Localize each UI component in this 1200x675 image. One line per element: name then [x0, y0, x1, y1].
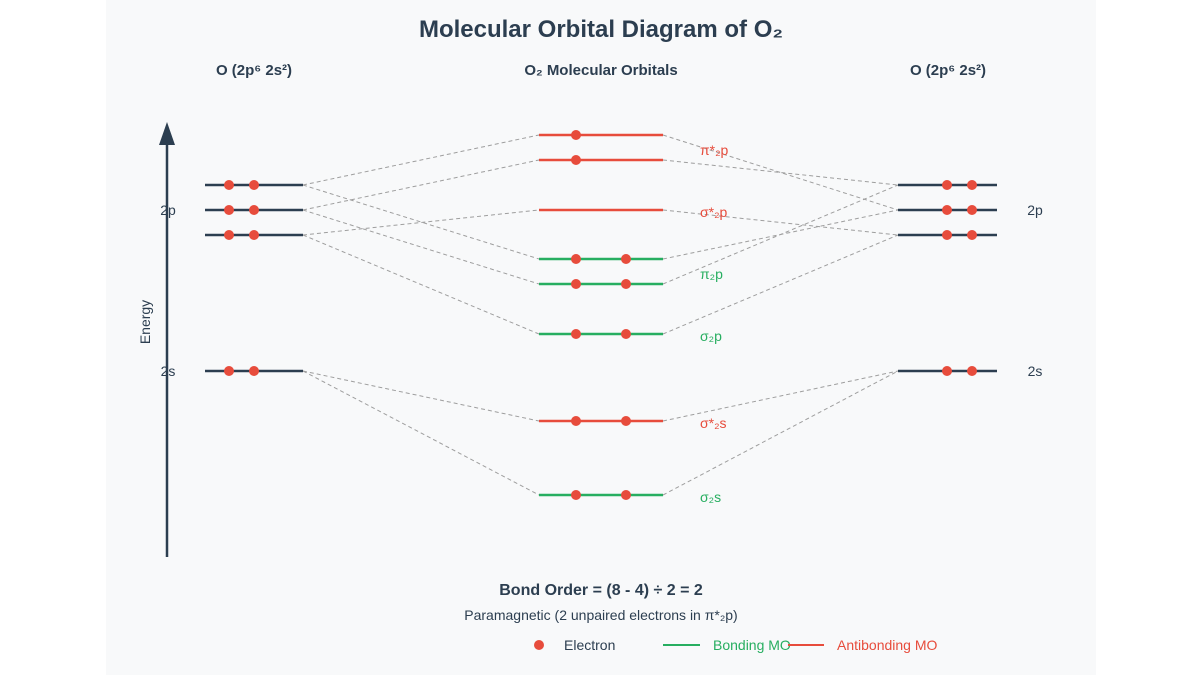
legend-antibonding: Antibonding MO: [837, 637, 938, 653]
connector-line: [662, 209, 899, 236]
electron: [621, 416, 631, 426]
legend-electron: Electron: [564, 637, 615, 653]
electron: [621, 254, 631, 264]
diagram-title: Molecular Orbital Diagram of O₂: [419, 16, 783, 43]
electron: [942, 205, 952, 215]
electron: [621, 279, 631, 289]
electron: [571, 254, 581, 264]
left-2s-label: 2s: [161, 363, 176, 379]
mo-label: π₂p: [700, 266, 723, 282]
right-atom-header: O (2p⁶ 2s²): [910, 62, 986, 79]
connector-line: [302, 370, 540, 496]
mo-header: O₂ Molecular Orbitals: [524, 62, 677, 79]
electron: [224, 180, 234, 190]
electron: [571, 329, 581, 339]
electron: [571, 130, 581, 140]
mo-label: π*₂p: [700, 142, 729, 158]
magnetism-note: Paramagnetic (2 unpaired electrons in π*…: [464, 607, 737, 623]
connector-line: [302, 209, 540, 236]
electron: [571, 416, 581, 426]
connector-line: [302, 234, 540, 335]
connector-line: [302, 370, 540, 422]
connector-line: [302, 159, 540, 211]
connector-line: [662, 134, 899, 211]
legend-bonding: Bonding MO: [713, 637, 791, 653]
arrow-up-icon: [159, 122, 175, 145]
left-atom-header: O (2p⁶ 2s²): [216, 62, 292, 79]
connector-line: [662, 184, 899, 285]
connector-line: [302, 184, 540, 260]
electron: [249, 366, 259, 376]
connector-line: [662, 159, 899, 186]
electron: [571, 155, 581, 165]
electron: [571, 279, 581, 289]
electron: [224, 205, 234, 215]
legend: Electron Bonding MO Antibonding MO: [534, 637, 938, 653]
electron: [942, 230, 952, 240]
right-2p-label: 2p: [1027, 202, 1043, 218]
electron: [967, 230, 977, 240]
electron: [967, 180, 977, 190]
electron: [249, 180, 259, 190]
electron: [967, 205, 977, 215]
energy-axis: [159, 122, 175, 557]
electron: [249, 205, 259, 215]
left-2p-label: 2p: [160, 202, 176, 218]
mo-label: σ₂s: [700, 489, 721, 505]
electron: [571, 490, 581, 500]
electron: [224, 366, 234, 376]
electron: [942, 366, 952, 376]
connector-line: [302, 209, 540, 285]
connector-line: [662, 370, 899, 422]
right-2s-label: 2s: [1028, 363, 1043, 379]
electron: [249, 230, 259, 240]
electron: [967, 366, 977, 376]
mo-label: σ₂p: [700, 328, 722, 344]
electron: [621, 329, 631, 339]
mo-label: σ*₂p: [700, 204, 728, 220]
mo-label: σ*₂s: [700, 415, 727, 431]
electron: [621, 490, 631, 500]
electron: [224, 230, 234, 240]
energy-axis-label: Energy: [137, 300, 153, 344]
legend-electron-marker: [534, 640, 544, 650]
electron: [942, 180, 952, 190]
connector-line: [302, 134, 540, 186]
connector-line: [662, 234, 899, 335]
diagram-panel: [106, 0, 1096, 675]
bond-order: Bond Order = (8 - 4) ÷ 2 = 2: [499, 582, 703, 599]
connector-line: [662, 370, 899, 496]
